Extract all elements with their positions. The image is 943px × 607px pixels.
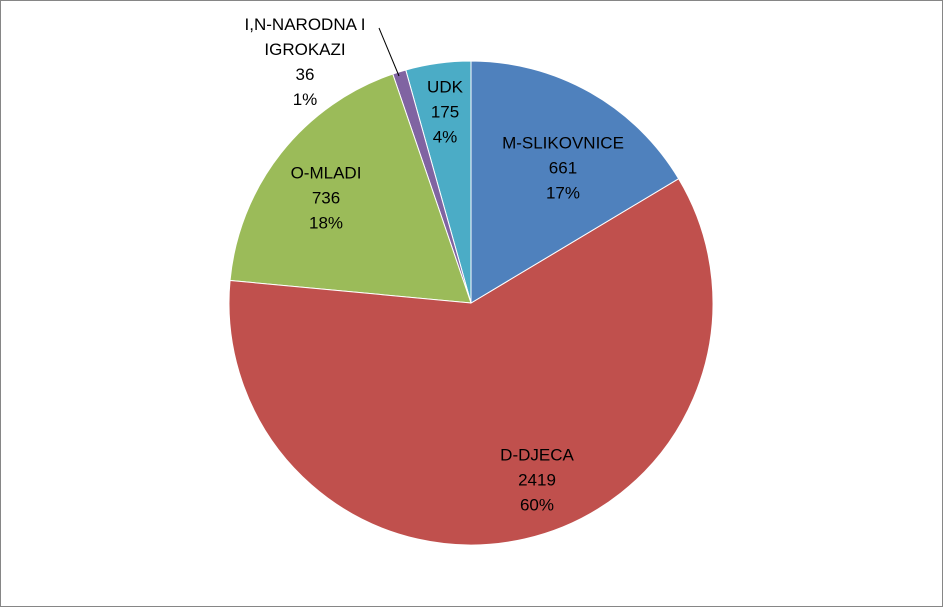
category-label: D-DJECA: [500, 445, 574, 465]
percent-label: 60%: [519, 495, 555, 515]
data-label: UDK 175 4%: [427, 75, 463, 150]
pie-slice: [470, 60, 680, 304]
pie-slice: [228, 178, 714, 546]
percent-label: 1%: [292, 90, 318, 109]
value-label: 175: [430, 102, 460, 122]
category-label: I,N-NARODNA I IGROKAZI: [244, 15, 366, 59]
category-label: UDK: [427, 77, 463, 97]
percent-label: 17%: [545, 183, 581, 203]
data-label: M-SLIKOVNICE 661 17%: [502, 131, 624, 206]
data-label: D-DJECA 2419 60%: [500, 443, 574, 518]
category-label: O-MLADI: [290, 163, 362, 183]
data-label: I,N-NARODNA I IGROKAZI 36 1%: [230, 12, 380, 112]
percent-label: 18%: [308, 213, 344, 233]
category-label: M-SLIKOVNICE: [502, 133, 624, 153]
pie-slice: [229, 73, 472, 304]
data-label: O-MLADI 736 18%: [291, 161, 362, 236]
value-label: 36: [295, 65, 315, 84]
percent-label: 4%: [432, 127, 458, 147]
leader-line: [378, 27, 400, 77]
value-label: 736: [311, 188, 341, 208]
value-label: 661: [548, 158, 578, 178]
value-label: 2419: [518, 470, 556, 490]
